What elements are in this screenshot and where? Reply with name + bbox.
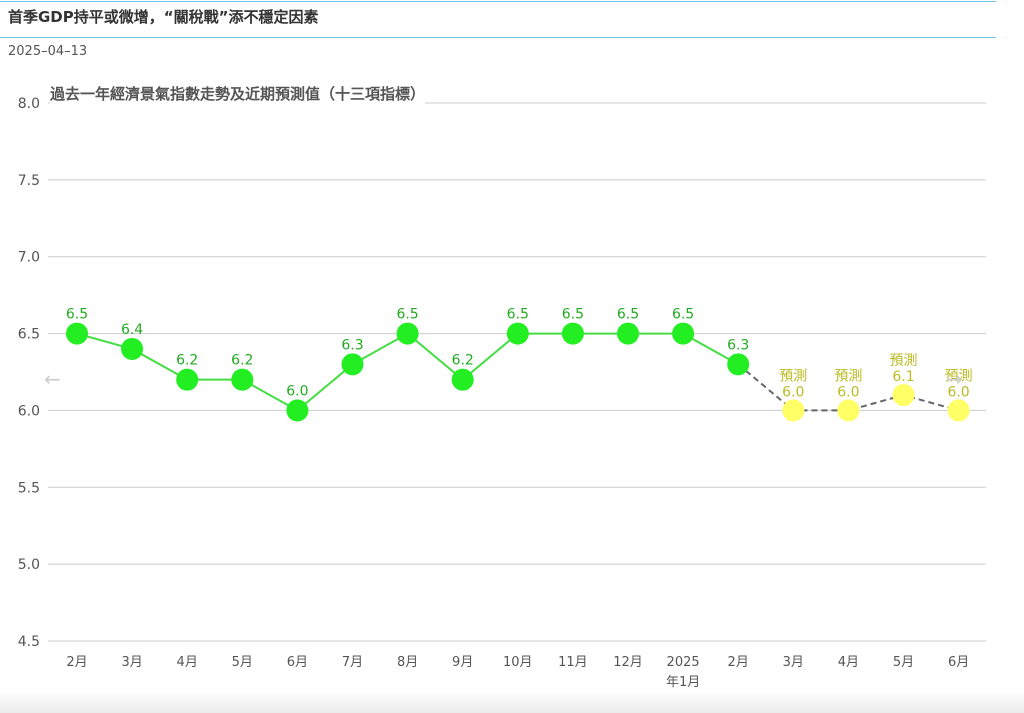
actual-data-point: [617, 322, 639, 345]
data-label: 6.0: [782, 384, 804, 400]
actual-data-point: [231, 368, 254, 391]
article-headline: 首季GDP持平或微增，“關稅戰”添不穩定因素: [8, 8, 319, 26]
x-tick-label: 5月: [893, 655, 914, 670]
y-tick-label: 5.0: [18, 557, 40, 573]
forecast-series-line: [737, 363, 959, 412]
data-label: 6.2: [452, 353, 474, 369]
y-tick-label: 7.0: [18, 250, 40, 266]
x-tick-label: 2月: [66, 655, 87, 670]
data-label: 6.3: [341, 337, 363, 353]
forecast-data-point: [947, 399, 970, 422]
headline-divider: [0, 37, 996, 38]
data-label: 6.5: [507, 307, 529, 323]
forecast-tag-label: 預測: [890, 353, 918, 369]
x-tick-label: 2025 年1月: [666, 655, 700, 690]
x-tick-label: 7月: [342, 655, 363, 670]
x-tick-label: 10月: [503, 655, 533, 670]
y-tick-label: 6.5: [18, 327, 40, 343]
bottom-fade: [0, 690, 1024, 713]
data-label: 6.5: [396, 307, 418, 323]
data-label: 6.5: [617, 307, 639, 323]
actual-data-point: [561, 322, 584, 345]
y-tick-label: 7.5: [18, 173, 40, 189]
forecast-tag-label: 預測: [945, 368, 973, 384]
data-label: 6.5: [672, 307, 694, 323]
actual-data-point: [121, 337, 144, 360]
y-tick-label: 5.5: [18, 480, 40, 496]
actual-series-line: [76, 332, 739, 412]
y-axis-ticks: 8.0 7.5 7.0 6.5 6.0 5.5 5.0 4.5: [18, 96, 40, 650]
data-label: 6.2: [231, 353, 253, 369]
y-tick-label: 8.0: [18, 96, 40, 112]
data-label: 6.1: [892, 369, 914, 385]
forecast-data-point: [837, 399, 860, 422]
forecast-data-point: [892, 384, 915, 407]
x-tick-label: 3月: [783, 655, 804, 670]
chart-title: 過去一年經濟景氣指數走勢及近期預測值（十三項指標）: [50, 83, 426, 104]
data-label: 6.3: [727, 337, 749, 353]
actual-data-point: [672, 322, 695, 345]
chart-prev-arrow-icon[interactable]: ←: [44, 367, 61, 391]
data-label: 6.5: [562, 307, 584, 323]
actual-data-point: [286, 399, 309, 422]
x-tick-label: 12月: [613, 655, 643, 670]
data-label: 6.0: [286, 383, 308, 399]
forecast-tag-label: 預測: [779, 368, 807, 384]
actual-data-point: [451, 368, 474, 391]
actual-data-point: [176, 368, 199, 391]
actual-data-point: [727, 353, 750, 376]
x-tick-label: 3月: [121, 655, 142, 670]
article-date: 2025–04–13: [8, 44, 88, 59]
x-tick-label: 4月: [177, 655, 198, 670]
x-tick-label: 11月: [558, 655, 588, 670]
x-tick-label: 8月: [397, 655, 418, 670]
x-tick-label: 4月: [838, 655, 859, 670]
x-axis-ticks: 2月 3月 4月 5月 6月 7月 8月 9月 10月 11月 12月 2025 年1月 2月 3月 4月 5月…: [66, 655, 969, 690]
top-divider: [0, 1, 996, 2]
actual-data-point: [506, 322, 529, 345]
actual-data-point: [66, 322, 88, 345]
data-label: 6.4: [121, 322, 143, 338]
y-tick-label: 4.5: [18, 634, 40, 650]
x-tick-label: 9月: [452, 655, 473, 670]
actual-data-point: [341, 353, 364, 376]
forecast-tag-label: 預測: [834, 368, 862, 384]
data-labels: 6.5 6.4 6.2 6.2 6.0 6.3 6.5 6.2 6.5 6.5 6.5 6.5 6.3 預…: [66, 307, 973, 401]
x-tick-label: 2月: [728, 655, 749, 670]
forecast-data-point: [782, 399, 805, 422]
x-tick-label: 5月: [232, 655, 253, 670]
actual-data-point: [396, 322, 419, 345]
series-lines: [76, 332, 959, 412]
data-label: 6.5: [66, 307, 88, 323]
series-points: [66, 322, 970, 422]
chart-next-arrow-icon[interactable]: →: [946, 367, 963, 391]
data-label: 6.2: [176, 353, 198, 369]
data-label: 6.0: [947, 384, 969, 400]
x-tick-label: 6月: [287, 655, 308, 670]
x-tick-label: 6月: [948, 655, 969, 670]
data-label: 6.0: [837, 384, 859, 400]
y-tick-label: 6.0: [18, 403, 40, 419]
